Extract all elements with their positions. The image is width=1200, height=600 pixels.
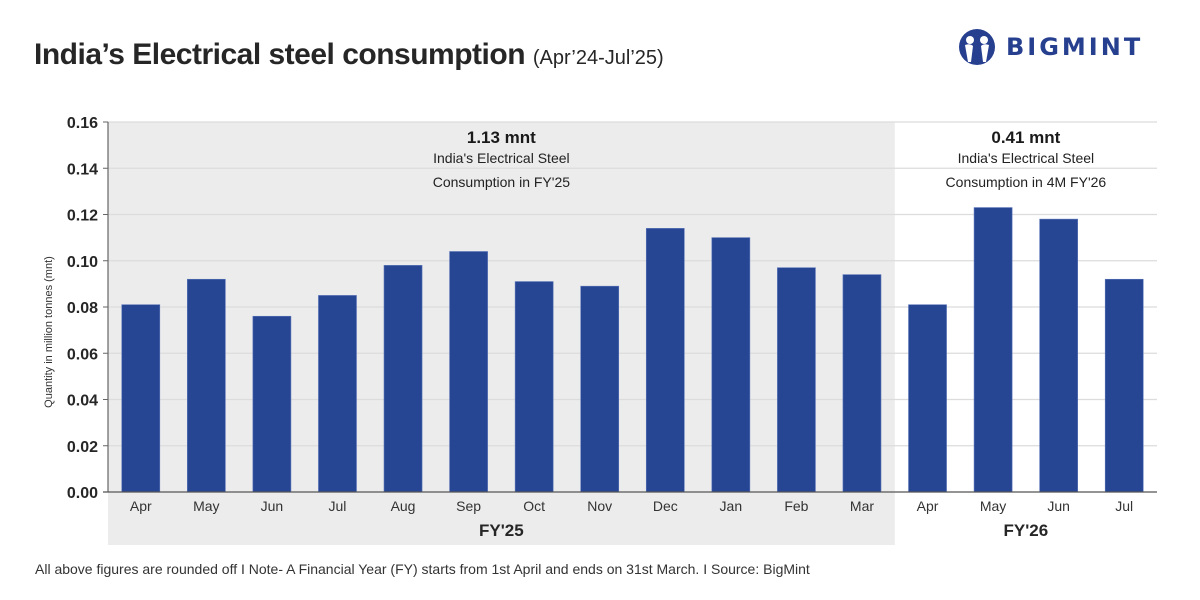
bar-dec-8 bbox=[645, 228, 685, 493]
bar-may-13 bbox=[973, 207, 1013, 493]
annotation-line1: India's Electrical Steel bbox=[958, 150, 1095, 166]
x-tick-label: Jan bbox=[720, 498, 743, 514]
group-shade-0 bbox=[108, 122, 895, 545]
y-tick-label: 0.04 bbox=[67, 393, 98, 410]
x-tick-label: Oct bbox=[523, 498, 545, 514]
bar-jul-3 bbox=[318, 295, 357, 493]
group-label: FY'26 bbox=[1004, 521, 1049, 540]
bar-sep-5 bbox=[449, 251, 488, 493]
x-tick-label: Jun bbox=[261, 498, 284, 514]
annotation-total: 1.13 mnt bbox=[467, 128, 536, 147]
bar-may-1 bbox=[187, 278, 226, 493]
y-tick-label: 0.00 bbox=[67, 485, 98, 502]
x-tick-label: Apr bbox=[130, 498, 152, 514]
y-axis-label: Quantity in million tonnes (mnt) bbox=[43, 256, 55, 408]
bar-feb-10 bbox=[777, 267, 816, 493]
x-tick-label: Mar bbox=[850, 498, 874, 514]
bar-mar-11 bbox=[842, 274, 882, 493]
bar-apr-12 bbox=[908, 304, 947, 493]
y-tick-label: 0.12 bbox=[67, 208, 98, 225]
y-tick-label: 0.08 bbox=[67, 300, 98, 317]
bar-jun-14 bbox=[1039, 218, 1078, 493]
x-tick-label: Jul bbox=[1115, 498, 1133, 514]
footer-note: All above figures are rounded off I Note… bbox=[35, 561, 810, 577]
x-tick-label: Jun bbox=[1047, 498, 1070, 514]
annotation-line2: Consumption in FY'25 bbox=[433, 174, 571, 190]
x-tick-label: Feb bbox=[784, 498, 808, 514]
x-tick-label: Aug bbox=[391, 498, 416, 514]
bar-nov-7 bbox=[580, 285, 620, 493]
bigmint-logo: BIGMINT bbox=[958, 28, 1143, 66]
chart-title-period: (Apr’24-Jul’25) bbox=[532, 47, 664, 69]
y-tick-label: 0.06 bbox=[67, 346, 98, 363]
bar-jun-2 bbox=[252, 315, 292, 493]
y-tick-label: 0.10 bbox=[67, 254, 98, 271]
x-tick-label: May bbox=[193, 498, 219, 514]
x-tick-label: Sep bbox=[456, 498, 481, 514]
y-tick-label: 0.14 bbox=[67, 161, 98, 178]
x-tick-label: Jul bbox=[329, 498, 347, 514]
x-tick-label: May bbox=[980, 498, 1006, 514]
bar-aug-4 bbox=[383, 265, 423, 493]
x-tick-label: Apr bbox=[917, 498, 939, 514]
bigmint-people-icon bbox=[959, 29, 995, 65]
x-tick-label: Dec bbox=[653, 498, 678, 514]
chart-title: India’s Electrical steel consumption (Ap… bbox=[34, 38, 664, 72]
annotation-line2: Consumption in 4M FY'26 bbox=[946, 174, 1107, 190]
annotation-line1: India's Electrical Steel bbox=[433, 150, 570, 166]
annotation-total: 0.41 mnt bbox=[991, 128, 1060, 147]
bar-apr-0 bbox=[121, 304, 161, 493]
bar-jul-15 bbox=[1104, 278, 1144, 493]
bar-jan-9 bbox=[711, 237, 751, 493]
chart-title-main: India’s Electrical steel consumption bbox=[34, 38, 526, 71]
x-tick-label: Nov bbox=[587, 498, 612, 514]
bigmint-logo-text: BIGMINT bbox=[1006, 33, 1144, 61]
bar-oct-6 bbox=[514, 281, 554, 493]
y-tick-label: 0.02 bbox=[67, 439, 98, 456]
y-tick-label: 0.16 bbox=[67, 115, 98, 132]
group-label: FY'25 bbox=[479, 521, 524, 540]
